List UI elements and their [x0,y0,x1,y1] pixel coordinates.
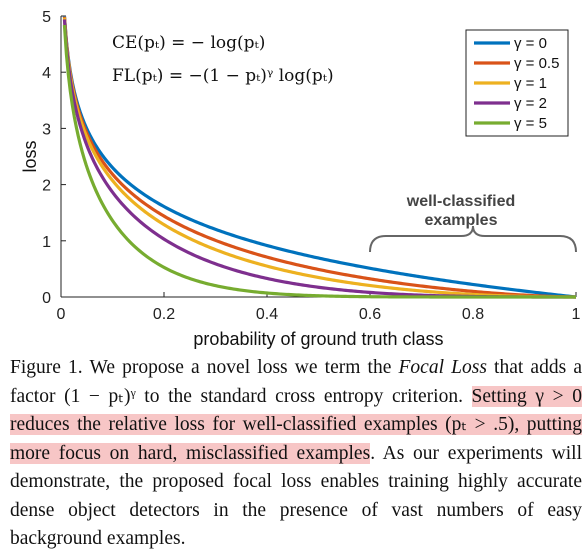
well-classified-annotation: well-classified examples [369,193,577,253]
series-line-gamma-5 [62,24,576,299]
legend-label: γ = 0 [514,35,547,52]
series-line-gamma-0 [62,15,577,299]
x-tick-label: 0.4 [256,306,278,323]
annotation-line-1: well-classified [406,193,516,210]
y-tick-label: 0 [42,290,51,307]
y-axis-label: loss [20,140,40,172]
x-tick-label: 0.2 [153,306,175,323]
y-tick-label: 3 [42,121,51,138]
y-tick-label: 5 [42,9,51,26]
x-tick-label: 1 [572,306,581,323]
y-tick-label: 2 [42,178,51,195]
x-tick-label: 0 [57,306,66,323]
caption-text-1: We propose a novel loss we term the [82,357,399,378]
annotation-line-2: examples [425,212,498,229]
annotation-brace [369,225,577,253]
caption-figure-label: Figure 1. [10,357,83,378]
formula-ce: CE(pₜ) = − log(pₜ) [112,33,265,53]
formulas: CE(pₜ) = − log(pₜ) FL(pₜ) = −(1 − pₜ)ᵞ lo… [112,33,334,86]
y-tick-label: 4 [42,65,51,82]
series-line-gamma-0_5 [62,16,577,299]
caption-focal-loss: Focal Loss [398,357,487,378]
caption-text-3: . As our experiments will demonstrate, t… [10,442,583,550]
formula-fl: FL(pₜ) = −(1 − pₜ)ᵞ log(pₜ) [112,66,334,86]
x-axis-label: probability of ground truth class [193,329,443,349]
x-tick-label: 0.8 [462,306,484,323]
legend-label: γ = 1 [514,75,547,92]
x-tick-label: 0.6 [359,306,381,323]
legend: γ = 0 γ = 0.5 γ = 1 γ = 2 γ = 5 [465,29,569,137]
legend-label: γ = 0.5 [514,55,559,72]
figure-caption: Figure 1. We propose a novel loss we ter… [10,354,582,554]
caption-text-2: that adds a factor (1 − pₜ)ᵞ to the stan… [10,357,582,407]
legend-label: γ = 5 [514,115,547,132]
loss-curves [62,15,577,299]
focal-loss-chart: 0 0.2 0.4 0.6 0.8 1 0 1 2 3 4 5 probability of groun… [20,9,581,349]
legend-label: γ = 2 [514,95,547,112]
y-tick-label: 1 [42,234,51,251]
axes: 0 0.2 0.4 0.6 0.8 1 0 1 2 3 4 5 probability of groun… [20,9,581,349]
